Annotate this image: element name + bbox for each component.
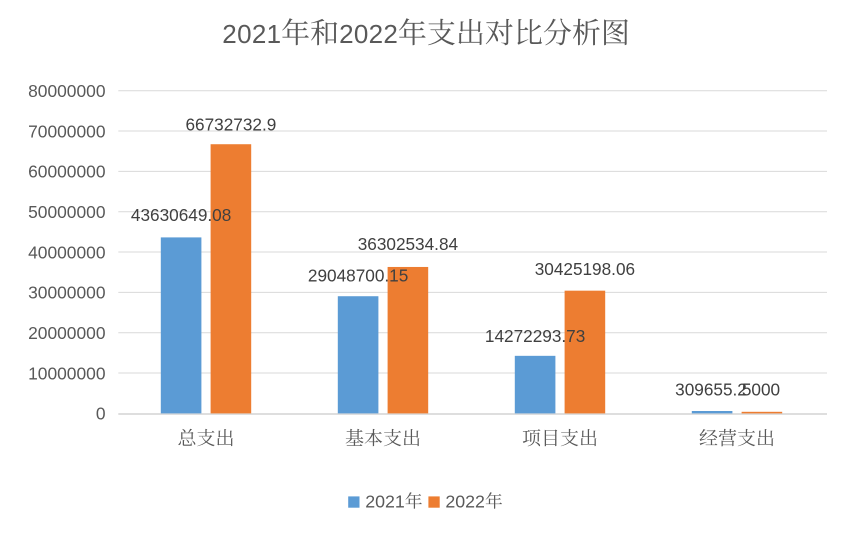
- svg-text:2021: 2021: [365, 491, 405, 511]
- svg-text:50000000: 50000000: [28, 202, 105, 222]
- svg-text:5000: 5000: [742, 380, 780, 400]
- svg-text:29048700.15: 29048700.15: [308, 266, 408, 286]
- svg-text:0: 0: [96, 404, 106, 424]
- svg-text:2022: 2022: [445, 491, 485, 511]
- svg-text:40000000: 40000000: [28, 242, 105, 262]
- svg-text:60000000: 60000000: [28, 162, 105, 182]
- svg-text:66732732.9: 66732732.9: [185, 114, 276, 134]
- svg-text:20000000: 20000000: [28, 323, 105, 343]
- svg-text:43630649.08: 43630649.08: [131, 205, 231, 225]
- svg-text:30425198.06: 30425198.06: [535, 259, 635, 279]
- svg-text:2022: 2022: [339, 19, 398, 49]
- svg-text:309655.2: 309655.2: [675, 380, 747, 400]
- svg-text:80000000: 80000000: [28, 81, 105, 101]
- svg-text:30000000: 30000000: [28, 283, 105, 303]
- svg-text:14272293.73: 14272293.73: [485, 326, 585, 346]
- svg-text:36302534.84: 36302534.84: [358, 234, 459, 254]
- svg-text:70000000: 70000000: [28, 121, 105, 141]
- svg-text:2021: 2021: [222, 19, 281, 49]
- svg-text:10000000: 10000000: [28, 363, 105, 383]
